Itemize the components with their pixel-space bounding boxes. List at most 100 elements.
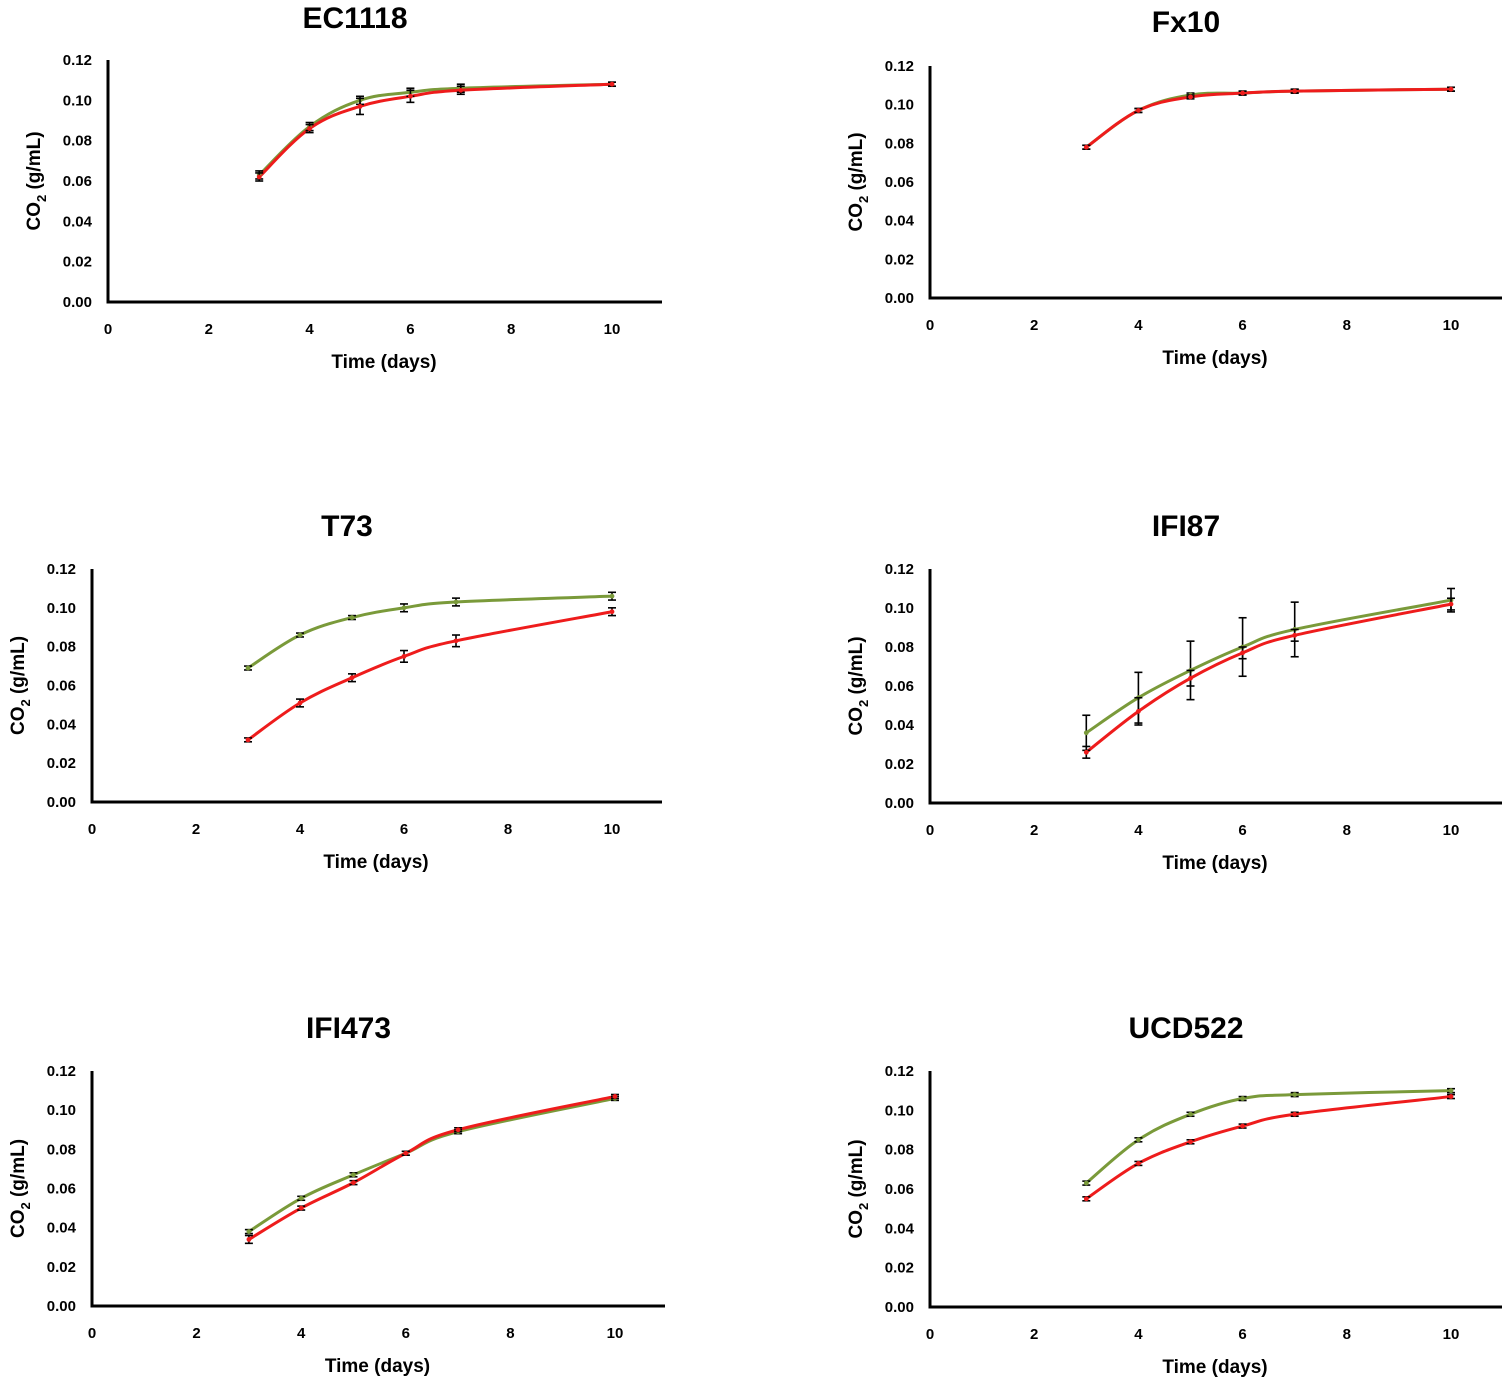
y-tick-label: 0.06 xyxy=(47,1181,76,1198)
data-point-green xyxy=(1188,1111,1193,1117)
data-point-green xyxy=(1292,1092,1298,1097)
data-point-red xyxy=(1240,90,1245,96)
data-point-red xyxy=(1188,1139,1193,1145)
x-tick-label: 6 xyxy=(1238,317,1246,334)
data-point-red xyxy=(401,653,407,659)
series-line-green xyxy=(1084,87,1453,149)
data-point-green xyxy=(351,1172,356,1178)
x-tick-label: 4 xyxy=(296,821,305,838)
x-tick-label: 6 xyxy=(1238,822,1246,839)
x-axis-title: Time (days) xyxy=(323,852,428,873)
y-tick-label: 0.06 xyxy=(47,678,76,695)
x-tick-label: 0 xyxy=(926,822,934,839)
data-point-red xyxy=(246,1237,252,1242)
data-point-red xyxy=(609,609,615,615)
x-tick-label: 10 xyxy=(604,321,621,338)
data-point-red xyxy=(1292,88,1298,94)
y-tick-label: 0.08 xyxy=(47,639,76,656)
x-tick-label: 8 xyxy=(504,821,512,838)
series-line-green xyxy=(246,594,614,670)
y-axis-title: CO2 (g/mL) xyxy=(8,1139,33,1238)
data-point-red xyxy=(245,737,251,743)
y-tick-label: 0.12 xyxy=(63,52,92,69)
x-tick-label: 6 xyxy=(400,821,408,838)
chart-panel-5: IFI473 0.00 0.02 0.04 0.06 0.08 0.10 0.12 0 2 4 6 8 1… xyxy=(8,1012,665,1377)
y-tick-label: 0.00 xyxy=(885,795,914,812)
data-point-red xyxy=(612,1094,618,1099)
data-point-red xyxy=(357,103,363,109)
y-tick-label: 0.12 xyxy=(885,58,914,75)
chart-title: EC1118 xyxy=(302,2,407,35)
data-point-red xyxy=(256,174,262,180)
data-point-red xyxy=(1448,86,1454,92)
x-tick-label: 4 xyxy=(305,321,314,338)
x-tick-label: 0 xyxy=(104,321,112,338)
data-point-green xyxy=(453,599,459,605)
chart-panel-3: T73 0.00 0.02 0.04 0.06 0.08 0.10 0.12 0 2 4 6 8 10 Ti… xyxy=(8,510,662,873)
y-tick-label: 0.02 xyxy=(47,1259,76,1276)
x-tick-label: 2 xyxy=(192,1325,200,1342)
y-tick-label: 0.06 xyxy=(885,678,914,695)
y-tick-label: 0.12 xyxy=(885,561,914,578)
data-point-red xyxy=(1188,675,1193,681)
series-line-green xyxy=(257,82,614,177)
y-tick-label: 0.02 xyxy=(885,251,914,268)
y-tick-label: 0.12 xyxy=(885,1063,914,1080)
x-tick-label: 4 xyxy=(1134,1326,1143,1343)
data-point-green xyxy=(1448,1088,1454,1094)
x-axis-title: Time (days) xyxy=(1162,1357,1267,1378)
y-tick-label: 0.08 xyxy=(63,133,92,150)
x-tick-label: 2 xyxy=(1030,822,1038,839)
y-tick-label: 0.06 xyxy=(63,173,92,190)
y-tick-label: 0.04 xyxy=(47,716,77,733)
data-point-red xyxy=(1136,1161,1141,1166)
y-tick-label: 0.10 xyxy=(47,1102,76,1119)
data-point-green xyxy=(246,1229,252,1234)
data-point-red xyxy=(1448,601,1454,607)
y-tick-label: 0.00 xyxy=(885,290,914,307)
data-point-green xyxy=(1240,1096,1245,1101)
data-point-green xyxy=(245,665,251,671)
chart-title: IFI473 xyxy=(306,1012,391,1045)
y-tick-label: 0.02 xyxy=(885,1260,914,1277)
x-axis-title: Time (days) xyxy=(331,352,436,373)
y-tick-label: 0.10 xyxy=(885,600,914,617)
y-axis-title: CO2 (g/mL) xyxy=(846,1139,871,1238)
series-line-red xyxy=(246,610,614,742)
chart-panel-2: Fx10 0.00 0.02 0.04 0.06 0.08 0.10 0.12 0 2 4 6 8 10 T… xyxy=(846,6,1502,369)
x-tick-label: 6 xyxy=(406,321,414,338)
data-point-red xyxy=(1083,144,1089,150)
y-tick-label: 0.00 xyxy=(885,1299,914,1316)
x-axis-title: Time (days) xyxy=(1162,853,1267,874)
series-line-green xyxy=(1084,1089,1453,1185)
x-tick-label: 2 xyxy=(1030,317,1038,334)
chart-panel-6: UCD522 0.00 0.02 0.04 0.06 0.08 0.10 0.12 0 2 4 6 8 1… xyxy=(846,1012,1502,1378)
x-tick-label: 0 xyxy=(926,317,934,334)
y-tick-label: 0.02 xyxy=(47,755,76,772)
y-tick-label: 0.06 xyxy=(885,174,914,191)
data-point-red xyxy=(453,638,459,644)
data-point-red xyxy=(1083,1196,1089,1202)
x-tick-label: 8 xyxy=(506,1325,514,1342)
data-point-red xyxy=(1188,94,1193,100)
y-tick-label: 0.00 xyxy=(63,294,92,311)
data-point-green xyxy=(1136,1137,1141,1143)
data-point-red xyxy=(1083,749,1089,755)
y-tick-label: 0.04 xyxy=(63,213,93,230)
y-tick-label: 0.04 xyxy=(885,717,915,734)
y-tick-label: 0.08 xyxy=(47,1141,76,1158)
data-point-red xyxy=(307,126,312,131)
chart-title: IFI87 xyxy=(1152,510,1220,543)
data-point-green xyxy=(297,632,303,638)
x-tick-label: 6 xyxy=(1238,1326,1246,1343)
y-tick-label: 0.02 xyxy=(885,756,914,773)
y-tick-label: 0.10 xyxy=(63,92,92,109)
data-point-red xyxy=(349,675,355,681)
data-point-red xyxy=(408,93,413,99)
y-tick-label: 0.08 xyxy=(885,639,914,656)
data-point-red xyxy=(1240,650,1245,656)
series-line-red xyxy=(1084,1095,1453,1201)
y-tick-label: 0.04 xyxy=(47,1220,77,1237)
series-line-red xyxy=(1084,87,1453,149)
